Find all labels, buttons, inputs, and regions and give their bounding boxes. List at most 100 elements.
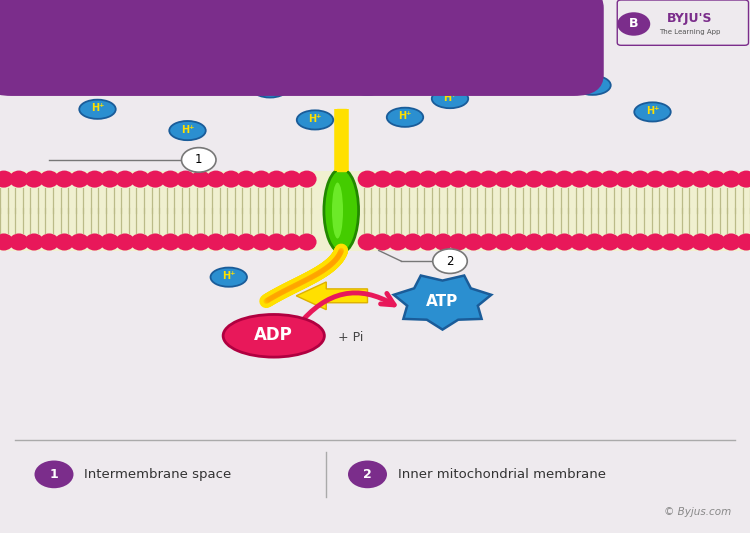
Ellipse shape [0,233,13,251]
Ellipse shape [539,171,559,188]
Text: B: B [629,18,638,30]
Ellipse shape [419,233,438,251]
Ellipse shape [282,171,302,188]
Ellipse shape [433,233,453,251]
Ellipse shape [570,171,590,188]
Ellipse shape [130,233,150,251]
Ellipse shape [539,233,559,251]
Ellipse shape [191,233,211,251]
Ellipse shape [130,171,150,188]
Text: BYJU'S: BYJU'S [668,12,712,25]
Ellipse shape [464,171,483,188]
Text: © Byjus.com: © Byjus.com [664,507,731,516]
Text: + Pi: + Pi [338,332,363,344]
Text: Inner mitochondrial membrane: Inner mitochondrial membrane [398,468,605,481]
Ellipse shape [267,171,286,188]
Ellipse shape [634,102,670,122]
Text: 2: 2 [363,468,372,481]
Ellipse shape [358,233,377,251]
Ellipse shape [494,171,514,188]
Ellipse shape [350,76,386,95]
Text: H⁺: H⁺ [263,82,277,92]
Text: 2: 2 [446,255,454,268]
Ellipse shape [570,233,590,251]
Ellipse shape [676,233,695,251]
Ellipse shape [555,171,574,188]
Ellipse shape [631,171,650,188]
Ellipse shape [251,171,271,188]
Ellipse shape [116,171,135,188]
Ellipse shape [332,182,343,239]
Text: OXIDATIVE PHOSPHORYLATION: OXIDATIVE PHOSPHORYLATION [0,25,580,58]
Ellipse shape [85,233,104,251]
Bar [0,171,750,251]
Ellipse shape [661,233,680,251]
Ellipse shape [404,233,423,251]
Ellipse shape [358,171,377,188]
Ellipse shape [509,171,529,188]
Circle shape [348,461,387,488]
Ellipse shape [40,233,59,251]
Ellipse shape [297,233,316,251]
Ellipse shape [267,233,286,251]
Text: 1: 1 [195,154,202,166]
Ellipse shape [0,171,13,188]
Ellipse shape [479,233,499,251]
Text: H⁺: H⁺ [222,271,236,281]
Text: H⁺: H⁺ [91,103,104,113]
Ellipse shape [236,171,256,188]
Ellipse shape [691,233,710,251]
Ellipse shape [494,233,514,251]
Ellipse shape [221,171,241,188]
Text: ADP: ADP [254,326,293,344]
Ellipse shape [116,233,135,251]
Ellipse shape [170,121,206,140]
Ellipse shape [464,233,483,251]
Ellipse shape [722,171,741,188]
Text: H⁺: H⁺ [361,79,374,89]
Bar [0,0,585,72]
Polygon shape [394,276,491,329]
Ellipse shape [524,233,544,251]
Text: H⁺: H⁺ [181,125,194,134]
Ellipse shape [297,171,316,188]
Ellipse shape [176,233,195,251]
FancyArrow shape [296,282,368,310]
Ellipse shape [55,171,74,188]
Ellipse shape [160,233,180,251]
Ellipse shape [432,89,468,108]
Ellipse shape [736,171,750,188]
Ellipse shape [224,314,324,357]
Ellipse shape [297,110,333,130]
Ellipse shape [448,171,468,188]
Ellipse shape [176,171,195,188]
Ellipse shape [9,233,28,251]
Ellipse shape [211,268,247,287]
Ellipse shape [80,100,116,119]
Circle shape [617,12,650,36]
Ellipse shape [40,171,59,188]
Text: Intermembrane space: Intermembrane space [84,468,231,481]
Ellipse shape [492,68,528,87]
Circle shape [182,148,216,172]
Text: H⁺: H⁺ [503,71,517,81]
Ellipse shape [555,233,574,251]
Ellipse shape [433,171,453,188]
Ellipse shape [600,171,619,188]
Ellipse shape [585,233,604,251]
FancyBboxPatch shape [0,0,604,96]
Text: H⁺: H⁺ [443,93,457,102]
Circle shape [433,249,467,273]
Ellipse shape [615,171,634,188]
Ellipse shape [146,171,165,188]
Ellipse shape [722,233,741,251]
Ellipse shape [524,171,544,188]
Circle shape [34,461,74,488]
Ellipse shape [388,171,407,188]
Ellipse shape [479,171,499,188]
Ellipse shape [615,233,634,251]
Ellipse shape [24,233,44,251]
Ellipse shape [100,171,119,188]
Ellipse shape [646,233,665,251]
Ellipse shape [282,233,302,251]
